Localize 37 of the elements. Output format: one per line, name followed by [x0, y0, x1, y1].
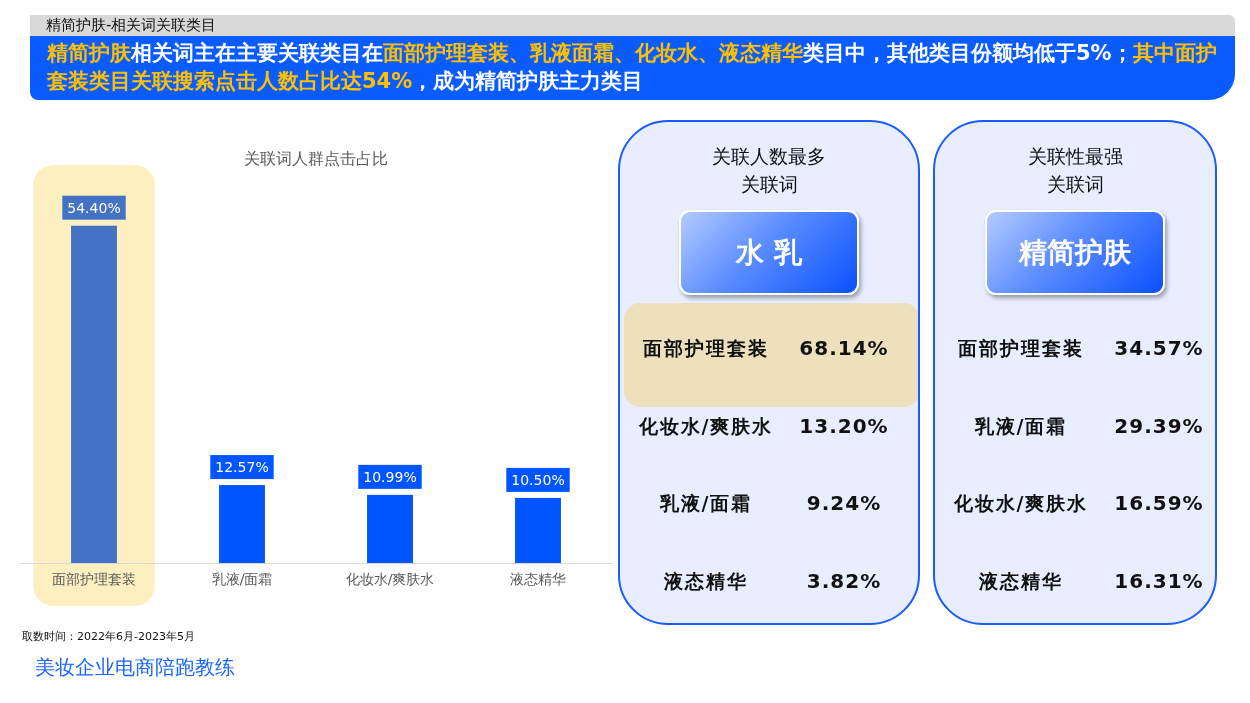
data-label: 9.24%: [806, 490, 882, 517]
category-label: 化妆水/爽肤水: [953, 491, 1089, 516]
x-tick-label: 液态精华: [510, 571, 566, 587]
category-label: 面部护理套装: [643, 336, 769, 361]
text: 关联词: [739, 172, 799, 197]
data-label: 16.59%: [1114, 490, 1204, 517]
bar: [71, 225, 117, 563]
text: 精简护肤-相关词关联类目: [46, 16, 217, 35]
data-label: 10.99%: [363, 468, 417, 485]
category-label: 乳液/面霜: [974, 413, 1068, 439]
text: 关联词: [1045, 172, 1105, 197]
text: 关联性最强: [1026, 144, 1124, 169]
text: 精简护肤: [987, 212, 1163, 293]
x-tick-label: 乳液/面霜: [211, 571, 273, 587]
x-tick-label: 化妆水/爽肤水: [345, 571, 435, 587]
data-label: 34.57%: [1114, 335, 1204, 362]
data-label: 12.57%: [215, 459, 269, 476]
data-label: 68.14%: [799, 335, 889, 362]
bar: [219, 485, 265, 563]
text: 精简护肤相关词主在主要关联类目在面部护理套装、乳液面霜、化妆水、液态精华类目中，其他类目份额均低于5%；其中面护套装类目关联搜索点击人数占比达54%，成为精简护肤主力类目: [47, 41, 1217, 93]
text: 关联人数最多: [711, 144, 827, 169]
category-label: 面部护理套装: [958, 336, 1084, 361]
text: 水 乳: [681, 212, 857, 293]
data-label: 29.39%: [1114, 412, 1204, 440]
x-tick-label: 面部护理套装: [52, 571, 136, 587]
text: 取数时间：2022年6月-2023年5月: [22, 629, 195, 645]
data-label: 10.50%: [511, 471, 565, 488]
category-label: 化妆水/爽肤水: [638, 413, 774, 439]
chart-title: 关联词人群点击占比: [244, 149, 388, 168]
category-label: 乳液/面霜: [659, 491, 753, 516]
data-label: 3.82%: [806, 567, 882, 595]
bar: [367, 494, 413, 563]
text: 美妆企业电商陪跑教练: [35, 654, 235, 681]
data-label: 54.40%: [67, 199, 121, 216]
bar: [515, 497, 561, 563]
data-label: 13.20%: [799, 412, 889, 440]
data-label: 16.31%: [1114, 567, 1204, 595]
